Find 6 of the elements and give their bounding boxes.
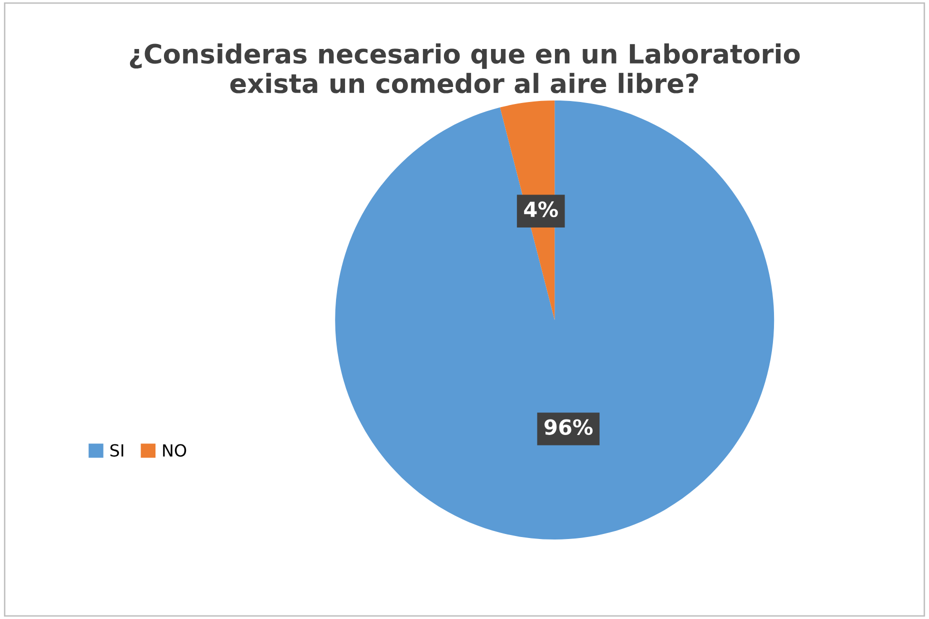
legend-label: NO [163, 444, 186, 457]
chart-title: ¿Consideras necesario que en un Laboratorio exista un comedor al aire libre? [130, 43, 800, 94]
legend-label: SI [110, 444, 124, 457]
pie-slice [335, 100, 774, 540]
data-label: 96% [544, 419, 593, 435]
data-label: 4% [524, 201, 558, 218]
